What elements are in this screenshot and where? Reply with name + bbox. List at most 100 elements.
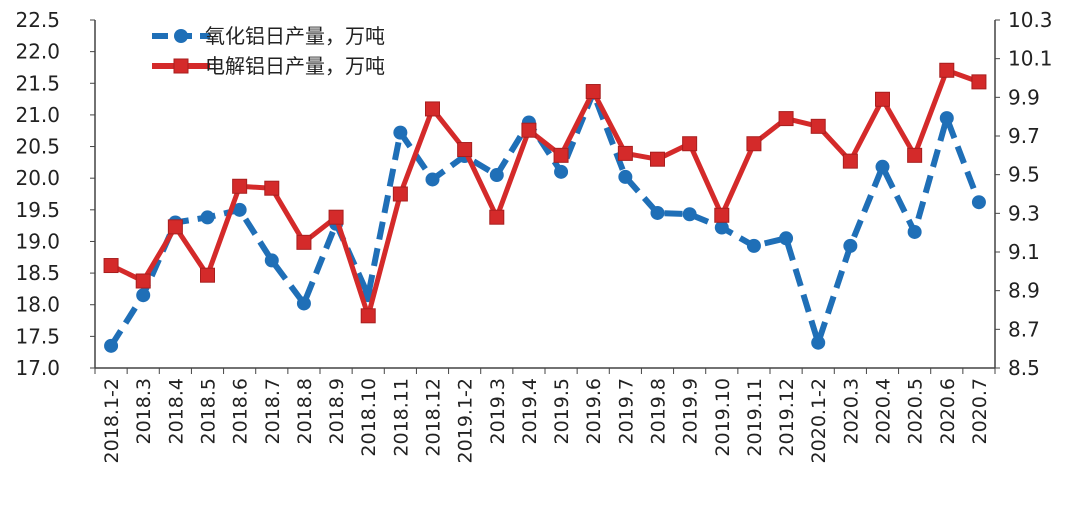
data-point-aluminum bbox=[714, 207, 730, 223]
data-point-aluminum bbox=[746, 136, 762, 152]
data-point-aluminum bbox=[200, 267, 215, 283]
data-point-aluminum bbox=[392, 186, 408, 202]
data-point-alumina bbox=[393, 125, 408, 140]
x-tick-label: 2018.7 bbox=[262, 378, 284, 444]
data-point-aluminum bbox=[939, 62, 955, 78]
data-point-alumina bbox=[200, 210, 215, 225]
left-tick-label: 18.5 bbox=[15, 261, 60, 285]
x-axis-ticks: 2018.1-2 2018.3 2018.4 2018.5 2018.6 2018.7 20… bbox=[94, 368, 996, 463]
data-point-alumina bbox=[843, 238, 858, 253]
data-point-alumina bbox=[425, 172, 440, 187]
data-point-alumina bbox=[907, 224, 922, 239]
x-tick-label: 2019.11 bbox=[744, 378, 766, 457]
right-tick-label: 9.5 bbox=[1008, 163, 1040, 187]
data-point-aluminum bbox=[842, 153, 858, 169]
right-axis-ticks: 8.5 8.7 8.9 9.1 9.3 9.5 9.7 9.9 10.1 10.3 bbox=[995, 8, 1053, 380]
data-point-aluminum bbox=[585, 84, 601, 100]
data-point-aluminum bbox=[907, 147, 923, 163]
right-tick-label: 8.9 bbox=[1008, 279, 1040, 303]
data-point-aluminum bbox=[617, 145, 633, 161]
data-point-aluminum bbox=[810, 118, 826, 134]
left-tick-label: 18.0 bbox=[15, 293, 60, 317]
data-point-aluminum bbox=[457, 142, 473, 158]
data-point-alumina bbox=[939, 111, 954, 126]
right-tick-label: 8.5 bbox=[1008, 356, 1040, 380]
data-point-alumina bbox=[554, 164, 569, 179]
x-tick-label: 2019.5 bbox=[551, 378, 573, 444]
data-point-alumina bbox=[971, 195, 986, 210]
legend-marker-alumina bbox=[174, 29, 188, 43]
x-tick-label: 2020.5 bbox=[905, 378, 927, 444]
x-tick-label: 2019.9 bbox=[680, 378, 702, 444]
left-tick-label: 19.5 bbox=[15, 198, 60, 222]
data-point-aluminum bbox=[553, 147, 569, 163]
data-point-aluminum bbox=[103, 258, 119, 274]
right-tick-label: 9.7 bbox=[1008, 124, 1040, 148]
x-tick-label: 2019.1-2 bbox=[455, 378, 477, 463]
left-tick-label: 21.5 bbox=[15, 71, 60, 95]
data-point-aluminum bbox=[521, 122, 537, 138]
left-tick-label: 19.0 bbox=[15, 229, 60, 253]
data-point-aluminum bbox=[425, 101, 440, 117]
left-tick-label: 22.0 bbox=[15, 40, 60, 64]
data-point-alumina bbox=[618, 169, 633, 184]
right-tick-label: 10.3 bbox=[1008, 8, 1053, 32]
left-tick-label: 20.0 bbox=[15, 166, 60, 190]
data-point-alumina bbox=[264, 253, 279, 268]
data-point-aluminum bbox=[167, 219, 183, 235]
data-point-aluminum bbox=[971, 74, 987, 90]
data-point-alumina bbox=[811, 335, 826, 350]
right-tick-label: 8.7 bbox=[1008, 317, 1040, 341]
x-tick-label: 2020.6 bbox=[937, 378, 959, 444]
data-point-alumina bbox=[104, 338, 119, 353]
x-tick-label: 2018.9 bbox=[326, 378, 348, 444]
x-tick-label: 2018.3 bbox=[133, 378, 155, 444]
right-tick-label: 9.9 bbox=[1008, 85, 1040, 109]
x-tick-label: 2020.3 bbox=[840, 378, 862, 444]
x-tick-label: 2019.8 bbox=[648, 378, 670, 444]
data-point-aluminum bbox=[778, 111, 794, 127]
data-point-aluminum bbox=[650, 151, 665, 167]
x-tick-label: 2018.11 bbox=[390, 378, 412, 457]
x-tick-label: 2019.4 bbox=[519, 378, 541, 444]
data-point-alumina bbox=[779, 231, 794, 246]
data-point-alumina bbox=[232, 202, 247, 217]
data-point-aluminum bbox=[875, 91, 890, 107]
left-tick-label: 20.5 bbox=[15, 135, 60, 159]
legend-marker-aluminum bbox=[173, 58, 189, 74]
data-point-aluminum bbox=[682, 136, 698, 152]
x-tick-label: 2018.5 bbox=[198, 378, 220, 444]
data-point-aluminum bbox=[328, 209, 344, 225]
left-tick-label: 22.5 bbox=[15, 8, 60, 32]
data-point-alumina bbox=[875, 159, 890, 174]
x-tick-label: 2018.1-2 bbox=[101, 378, 123, 463]
data-point-aluminum bbox=[135, 273, 151, 289]
legend: 氧化铝日产量，万吨 电解铝日产量，万吨 bbox=[152, 24, 385, 78]
legend-label-aluminum: 电解铝日产量，万吨 bbox=[205, 54, 385, 78]
x-tick-label: 2018.12 bbox=[423, 378, 445, 457]
x-tick-label: 2018.8 bbox=[294, 378, 316, 444]
left-axis-ticks: 17.0 17.5 18.0 18.5 19.0 19.5 20.0 20.5 21.0 21.5… bbox=[15, 8, 95, 380]
data-point-alumina bbox=[650, 205, 665, 220]
x-tick-label: 2018.10 bbox=[358, 378, 380, 457]
x-tick-label: 2019.6 bbox=[583, 378, 605, 444]
data-point-aluminum bbox=[489, 209, 505, 225]
data-point-alumina bbox=[489, 168, 504, 183]
data-point-alumina bbox=[714, 220, 729, 235]
data-point-alumina bbox=[746, 238, 761, 253]
right-tick-label: 10.1 bbox=[1008, 47, 1053, 71]
data-point-alumina bbox=[296, 296, 311, 311]
left-tick-label: 17.0 bbox=[15, 356, 60, 380]
right-tick-label: 9.3 bbox=[1008, 201, 1040, 225]
data-point-alumina bbox=[682, 207, 697, 222]
x-tick-label: 2018.4 bbox=[165, 378, 187, 444]
series-layer bbox=[103, 62, 987, 353]
x-tick-label: 2019.7 bbox=[615, 378, 637, 444]
x-tick-label: 2020.1-2 bbox=[808, 378, 830, 463]
x-tick-label: 2018.6 bbox=[230, 378, 252, 444]
legend-label-alumina: 氧化铝日产量，万吨 bbox=[205, 24, 385, 48]
x-tick-label: 2019.12 bbox=[776, 378, 798, 457]
data-point-aluminum bbox=[296, 234, 312, 250]
series-line-alumina bbox=[108, 89, 982, 348]
